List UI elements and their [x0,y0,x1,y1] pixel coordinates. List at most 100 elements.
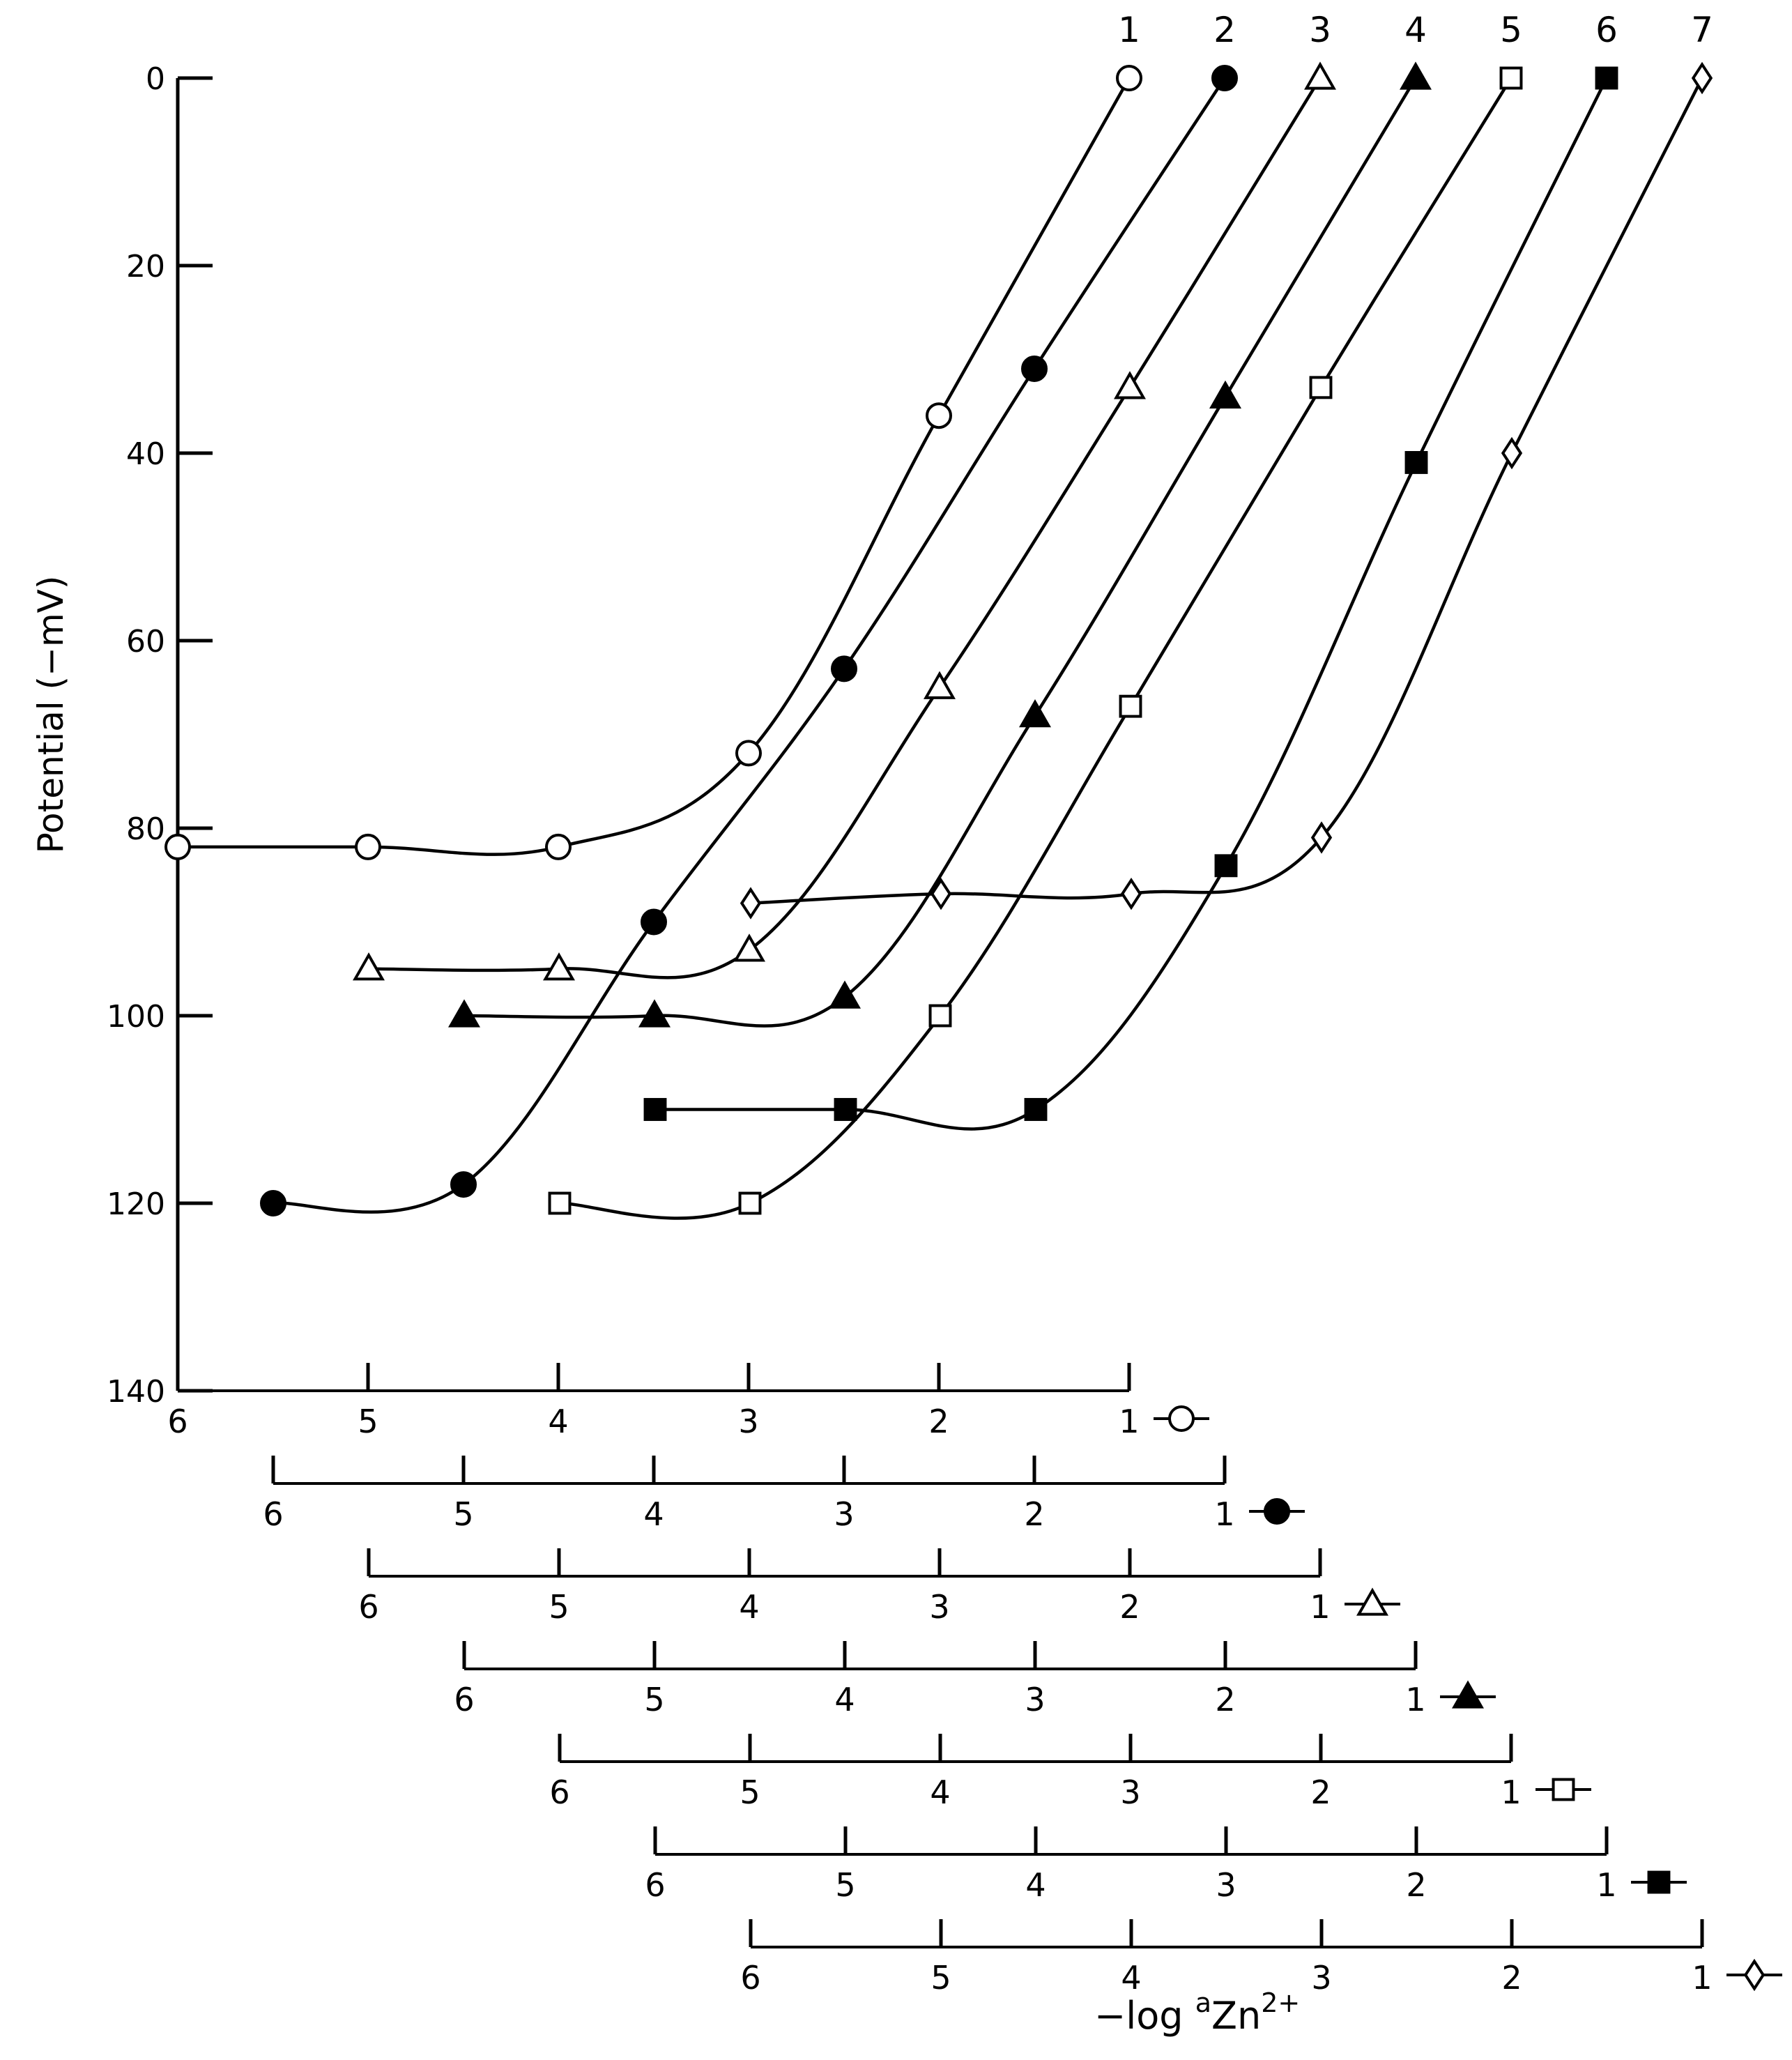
data-point-series-6 [1024,1098,1048,1121]
data-point-series-4 [1400,61,1432,90]
data-point-series-2 [450,1171,477,1198]
data-point-series-7 [930,877,952,910]
data-point-series-5 [1119,694,1142,718]
x-tick-label: 1 [1214,1495,1234,1533]
data-point-series-1 [926,402,952,429]
y-axis-label: Potential (−mV) [31,576,71,854]
data-point-series-3 [543,952,575,981]
curves-layer [177,77,1704,1220]
x-tick-label: 3 [1025,1681,1045,1718]
data-point-series-5 [738,1191,762,1215]
x-axis-label-prefix: −log [1094,1994,1195,2038]
x-tick-label: 2 [1215,1681,1235,1718]
x-tick-label: 5 [453,1495,473,1533]
curve-label-5: 5 [1500,10,1522,50]
x-tick-label: 3 [1311,1959,1331,1997]
data-point-series-4 [638,999,671,1028]
data-point-series-7 [1691,61,1713,95]
data-point-series-1 [164,833,191,860]
x-axis-label-ion: Zn [1211,1994,1261,2038]
y-tick-label: 40 [126,436,165,472]
x-tick-label: 6 [740,1959,760,1997]
x-tick-label: 4 [643,1495,664,1533]
y-tick-label: 120 [107,1187,165,1222]
x-axis-label-activity: a [1195,1987,1211,2018]
curve-series-3 [368,77,1322,979]
x-tick-label: 1 [1501,1773,1521,1811]
x-tick-label: 6 [358,1588,378,1626]
curve-label-4: 4 [1404,10,1427,50]
x-tick-label: 1 [1119,1403,1139,1440]
markers-layer [164,61,1782,1992]
data-point-series-2 [641,908,667,936]
data-point-series-2 [1021,355,1048,382]
curve-series-1 [177,77,1131,856]
y-tick-label: 80 [126,811,165,847]
x-tick-label: 4 [1121,1959,1141,1997]
curve-series-5 [559,77,1513,1220]
x-tick-label: 3 [929,1588,949,1626]
x-tick-label: 3 [738,1403,758,1440]
y-tick-label: 0 [146,61,165,97]
x-axis-label-charge: 2+ [1261,1987,1300,2018]
data-point-series-2 [260,1190,286,1216]
curve-label-3: 3 [1309,10,1331,50]
x-tick-label: 6 [549,1773,569,1811]
x-tick-label: 2 [1310,1773,1331,1811]
x-tick-label: 2 [1501,1959,1522,1997]
x-tick-label: 6 [454,1681,474,1718]
data-point-series-3 [924,671,956,699]
y-tick-label: 60 [126,624,165,659]
x-tick-label: 5 [644,1681,664,1718]
data-point-series-3 [353,952,385,981]
y-tick-label: 100 [107,999,165,1035]
data-point-series-1 [1116,65,1142,91]
x-axis-legend-marker-3 [1356,1587,1388,1616]
x-tick-label: 2 [1119,1588,1140,1626]
data-point-series-5 [1499,66,1523,90]
data-point-series-4 [829,980,861,1009]
x-tick-label: 3 [1120,1773,1140,1811]
x-tick-label: 6 [645,1866,665,1904]
data-point-series-6 [1214,854,1238,878]
x-tick-label: 2 [928,1403,949,1440]
x-tick-label: 1 [1310,1588,1330,1626]
data-point-series-6 [1595,66,1618,90]
x-tick-label: 5 [931,1959,951,1997]
curve-label-6: 6 [1595,10,1618,50]
curve-label-2: 2 [1213,10,1236,50]
x-tick-label: 2 [1406,1866,1426,1904]
x-tick-label: 1 [1692,1959,1712,1997]
data-point-series-3 [1114,371,1146,399]
x-axis-legend-marker-5 [1552,1778,1575,1801]
x-tick-label: 5 [358,1403,378,1440]
x-tick-label: 3 [834,1495,854,1533]
x-axis-legend-marker-6 [1647,1870,1671,1894]
data-point-series-6 [643,1098,667,1121]
data-point-series-7 [1310,821,1333,854]
x-axis-legend-marker-1 [1168,1405,1195,1432]
x-tick-label: 4 [930,1773,950,1811]
x-axis-legend-marker-7 [1743,1958,1766,1992]
data-point-series-1 [735,740,762,767]
data-point-series-6 [1404,451,1428,474]
x-tick-label: 3 [1216,1866,1236,1904]
data-point-series-7 [1120,877,1142,910]
x-tick-label: 6 [263,1495,283,1533]
x-axis-legend-marker-2 [1264,1498,1290,1525]
axes-layer [176,76,1704,1948]
data-point-series-3 [733,933,765,962]
curve-label-1: 1 [1118,10,1140,50]
data-point-series-5 [548,1191,572,1215]
x-tick-label: 5 [835,1866,855,1904]
x-tick-label: 5 [549,1588,569,1626]
data-point-series-4 [448,999,480,1028]
x-tick-label: 2 [1024,1495,1044,1533]
x-tick-label: 4 [834,1681,855,1718]
curve-series-7 [750,77,1704,905]
data-point-series-1 [355,833,381,860]
x-axis-legend-marker-4 [1452,1680,1484,1709]
data-point-series-6 [834,1098,857,1121]
